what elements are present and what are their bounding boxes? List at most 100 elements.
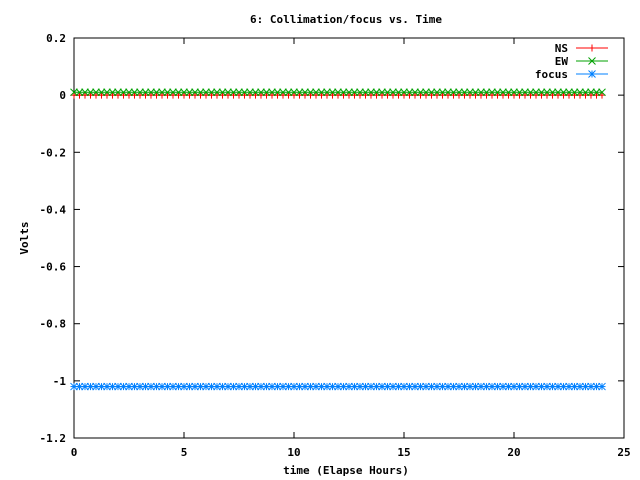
marker-stroke [510,382,518,391]
data-point [312,88,320,97]
marker-stroke [180,382,188,391]
marker-stroke [86,382,95,391]
data-point [86,88,95,97]
marker-stroke [191,382,199,391]
data-point [504,88,513,97]
x-tick-label: 15 [397,446,410,459]
marker-stroke [257,382,265,391]
marker-stroke [389,382,397,391]
y-tick-label: -0.8 [40,318,67,331]
marker-stroke [119,382,128,391]
data-point [526,88,535,97]
data-point [367,88,375,97]
data-point [422,88,430,97]
data-point [202,88,210,97]
data-point [213,382,221,391]
marker-stroke [471,88,480,97]
marker-stroke [229,382,238,391]
series-focus [70,382,606,391]
marker-stroke [196,88,205,97]
data-point [246,382,254,391]
marker-stroke [306,88,315,97]
marker-stroke [317,382,326,391]
data-point [334,88,342,97]
data-point [449,382,458,391]
marker-stroke [438,382,447,391]
marker-stroke [455,88,463,97]
data-point [543,88,551,97]
data-point [427,88,436,97]
data-point [361,88,370,97]
data-point [521,88,529,97]
marker-stroke [207,88,216,97]
marker-stroke [86,88,95,97]
marker-stroke [460,382,469,391]
marker-stroke [405,88,414,97]
marker-stroke [367,382,375,391]
marker-stroke [361,382,370,391]
data-point [345,88,353,97]
marker-stroke [449,88,458,97]
marker-stroke [158,382,166,391]
data-point [471,88,480,97]
legend-label: NS [555,42,568,55]
marker-stroke [323,88,331,97]
data-point [576,88,584,97]
marker-stroke [466,382,474,391]
data-point [103,88,111,97]
data-point [185,88,194,97]
y-tick-label: 0.2 [46,32,66,45]
marker-stroke [576,382,584,391]
marker-stroke [361,88,370,97]
data-point [416,88,425,97]
marker-stroke [559,382,568,391]
marker-stroke [482,382,491,391]
marker-stroke [301,88,309,97]
data-point [466,382,474,391]
marker-stroke [598,382,606,391]
data-point [422,382,430,391]
data-point [257,88,265,97]
marker-stroke [301,382,309,391]
data-point [141,88,150,97]
marker-stroke [554,382,562,391]
marker-stroke [422,382,430,391]
data-point [108,88,117,97]
marker-stroke [130,382,139,391]
marker-stroke [202,382,210,391]
marker-stroke [466,88,474,97]
marker-stroke [163,382,172,391]
marker-stroke [449,382,458,391]
marker-stroke [290,382,298,391]
y-tick-label: -0.2 [40,146,67,159]
data-point [180,382,188,391]
data-point [323,88,331,97]
marker-stroke [295,382,304,391]
marker-stroke [273,382,282,391]
marker-stroke [273,88,282,97]
data-point [372,88,381,97]
marker-stroke [147,382,155,391]
plot-border [73,37,625,439]
marker-stroke [136,88,144,97]
data-point [521,382,529,391]
plot-area [70,88,606,391]
marker-stroke [411,382,419,391]
marker-stroke [576,88,584,97]
data-point [499,88,507,97]
data-point [378,88,386,97]
data-point [141,382,150,391]
marker-stroke [460,88,469,97]
data-point [460,382,469,391]
marker-stroke [515,382,524,391]
data-point [196,382,205,391]
marker-stroke [70,88,78,97]
marker-stroke [532,88,540,97]
data-point [405,382,414,391]
legend-entry-NS: NS [555,42,608,55]
marker-stroke [240,382,249,391]
data-point [240,88,249,97]
marker-stroke [284,88,293,97]
chart-title: 6: Collimation/focus vs. Time [250,13,442,26]
marker-stroke [224,382,232,391]
